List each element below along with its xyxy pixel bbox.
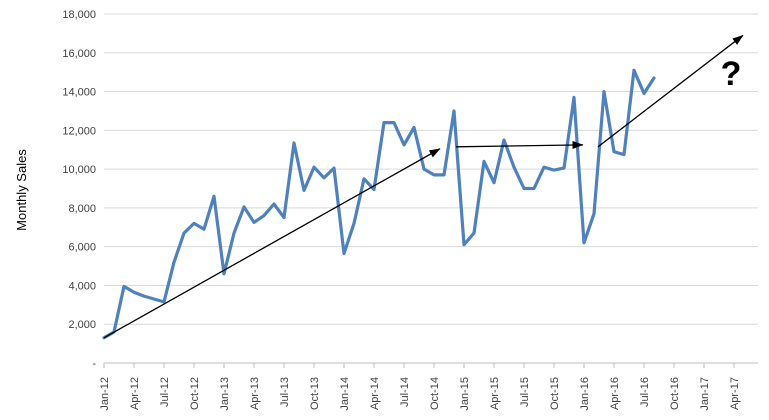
y-tick-label: 6,000 (68, 242, 96, 254)
y-tick-label: 8,000 (68, 203, 96, 215)
x-tick-label: Jul-13 (279, 377, 291, 407)
trend-arrow-rising-2 (597, 34, 744, 148)
trend-arrow-rising-1 (103, 148, 441, 339)
y-tick-label: 12,000 (62, 125, 96, 137)
y-axis-title: Monthly Sales (14, 149, 29, 231)
x-tick-label: Oct-16 (669, 377, 681, 410)
trend-arrows (103, 34, 744, 339)
trend-arrow-flat (455, 141, 584, 150)
x-tick-label: Jan-16 (579, 377, 591, 411)
x-tick-label: Apr-13 (249, 377, 261, 410)
x-tick-label: Oct-13 (309, 377, 321, 410)
x-tick-label: Jan-15 (459, 377, 471, 411)
y-tick-label: - (92, 358, 96, 370)
x-tick-label: Jul-16 (639, 377, 651, 407)
x-tick-label: Apr-15 (489, 377, 501, 410)
y-tick-label: 4,000 (68, 280, 96, 292)
x-tick-label: Apr-17 (729, 377, 741, 410)
y-axis-tick-labels: - 2,000 4,000 6,000 8,000 10,000 12,000 14,000 1… (62, 9, 96, 370)
x-tick-label: Apr-12 (129, 377, 141, 410)
y-tick-label: 2,000 (68, 319, 96, 331)
x-tick-label: Jul-12 (159, 377, 171, 407)
x-tick-label: Jan-14 (339, 377, 351, 411)
x-tick-label: Jul-14 (399, 377, 411, 407)
y-tick-label: 18,000 (62, 9, 96, 21)
x-axis (103, 362, 758, 368)
y-tick-label: 14,000 (62, 87, 96, 99)
x-tick-label: Jan-17 (699, 377, 711, 411)
x-tick-label: Apr-14 (369, 377, 381, 410)
gridlines (104, 13, 758, 325)
x-tick-label: Apr-16 (609, 377, 621, 410)
x-tick-label: Jan-13 (219, 377, 231, 411)
x-axis-tick-labels: Jan-12 Apr-12 Jul-12 Oct-12 Jan-13 Apr-13 Jul-… (99, 377, 741, 411)
x-tick-label: Jul-15 (519, 377, 531, 407)
y-tick-label: 16,000 (62, 48, 96, 60)
sales-line-series (102, 68, 656, 340)
x-tick-label: Oct-15 (549, 377, 561, 410)
x-tick-label: Jan-12 (99, 377, 111, 411)
question-mark-annotation: ? (721, 55, 742, 93)
y-tick-label: 10,000 (62, 164, 96, 176)
x-tick-label: Oct-14 (429, 377, 441, 410)
x-tick-label: Oct-12 (189, 377, 201, 410)
